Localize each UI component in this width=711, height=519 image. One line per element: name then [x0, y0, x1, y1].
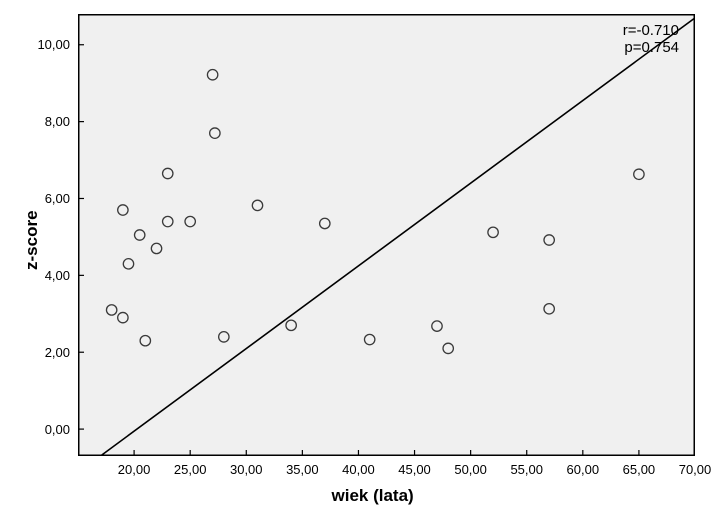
y-axis-label: z-score	[22, 210, 42, 270]
data-point	[286, 320, 296, 330]
x-tick-label: 40,00	[338, 462, 378, 477]
scatter-chart: r=-0.710 p=0.754 wiek (lata) z-score 20,…	[0, 0, 711, 519]
data-point	[207, 70, 217, 80]
data-point	[163, 216, 173, 226]
data-point	[443, 343, 453, 353]
data-point	[185, 216, 195, 226]
data-point	[219, 332, 229, 342]
x-tick-label: 25,00	[170, 462, 210, 477]
data-point	[106, 305, 116, 315]
data-point	[544, 304, 554, 314]
plot-area: r=-0.710 p=0.754	[78, 14, 695, 456]
x-tick-label: 70,00	[675, 462, 711, 477]
data-point	[252, 200, 262, 210]
x-tick-label: 20,00	[114, 462, 154, 477]
data-point	[118, 205, 128, 215]
y-tick-label: 2,00	[45, 345, 70, 360]
y-tick-label: 0,00	[45, 422, 70, 437]
y-tick-label: 6,00	[45, 191, 70, 206]
data-point	[634, 169, 644, 179]
data-point	[140, 335, 150, 345]
x-tick-label: 55,00	[507, 462, 547, 477]
data-point	[210, 128, 220, 138]
stats-annotation: r=-0.710 p=0.754	[623, 22, 679, 56]
plot-svg	[78, 14, 695, 456]
x-tick-label: 35,00	[282, 462, 322, 477]
y-tick-label: 10,00	[37, 37, 70, 52]
data-point	[320, 218, 330, 228]
data-point	[118, 312, 128, 322]
x-axis-label: wiek (lata)	[332, 486, 414, 506]
y-tick-label: 4,00	[45, 268, 70, 283]
data-point	[151, 243, 161, 253]
x-tick-label: 65,00	[619, 462, 659, 477]
y-tick-label: 8,00	[45, 114, 70, 129]
data-point	[135, 230, 145, 240]
data-point	[163, 168, 173, 178]
x-tick-label: 50,00	[451, 462, 491, 477]
x-tick-label: 30,00	[226, 462, 266, 477]
data-point	[123, 259, 133, 269]
x-tick-label: 60,00	[563, 462, 603, 477]
data-point	[432, 321, 442, 331]
x-tick-label: 45,00	[395, 462, 435, 477]
data-point	[364, 334, 374, 344]
data-point	[544, 235, 554, 245]
data-point	[488, 227, 498, 237]
